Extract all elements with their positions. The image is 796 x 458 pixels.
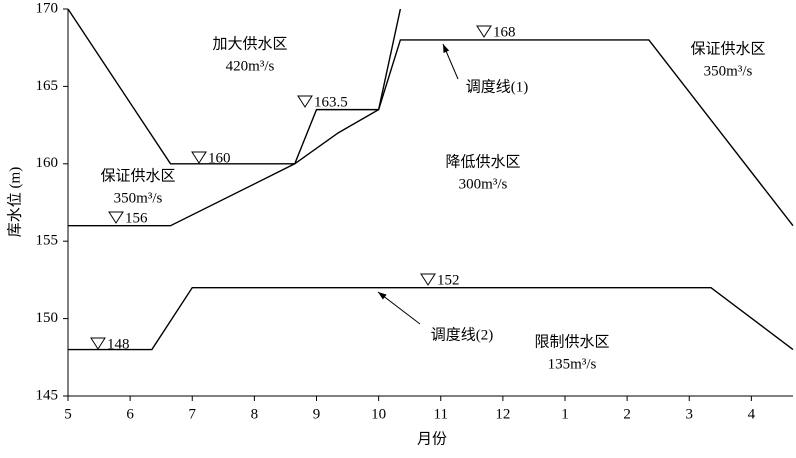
region-flow: 300m³/s xyxy=(459,176,508,192)
line xyxy=(68,286,794,351)
region-flow: 135m³/s xyxy=(548,356,597,372)
region-name: 保证供水区 xyxy=(100,167,175,184)
arrow-line xyxy=(377,291,421,325)
x-tick-label: 3 xyxy=(686,406,694,422)
arrow-head xyxy=(378,292,387,300)
region-flow: 350m³/s xyxy=(114,190,163,206)
level-label: 163.5 xyxy=(314,94,348,110)
x-tick-label: 1 xyxy=(561,406,569,422)
x-tick-label: 10 xyxy=(371,406,386,422)
level-triangle xyxy=(108,211,124,224)
y-tick-label: 145 xyxy=(36,387,59,403)
x-tick-label: 11 xyxy=(434,406,448,422)
region-name: 保证供水区 xyxy=(690,40,765,57)
x-tick-label: 12 xyxy=(495,406,510,422)
y-tick-label: 150 xyxy=(36,310,59,326)
y-tick-label: 155 xyxy=(36,233,59,249)
x-tick-label: 6 xyxy=(126,406,134,422)
x-tick-label: 8 xyxy=(251,406,259,422)
arrow-head xyxy=(443,44,450,53)
curve-label: 调度线(1) xyxy=(466,78,529,95)
x-tick-label: 9 xyxy=(313,406,321,422)
level-triangle xyxy=(420,273,436,286)
x-tick-label: 4 xyxy=(748,406,756,422)
level-triangle xyxy=(297,95,313,108)
y-tick-label: 160 xyxy=(36,155,59,171)
x-axis-label: 月份 xyxy=(417,430,447,447)
y-tick-label: 170 xyxy=(36,0,59,16)
curve-label: 调度线(2) xyxy=(431,326,494,343)
level-triangle xyxy=(476,25,492,38)
level-label: 148 xyxy=(107,336,130,352)
level-label: 152 xyxy=(437,272,460,288)
region-name: 限制供水区 xyxy=(534,333,609,350)
region-name: 降低供水区 xyxy=(445,153,520,170)
y-axis-label: 库水位 (m) xyxy=(6,167,23,237)
x-tick-label: 7 xyxy=(189,406,197,422)
level-label: 160 xyxy=(208,150,231,166)
region-flow: 350m³/s xyxy=(704,63,753,79)
x-tick-label: 2 xyxy=(623,406,631,422)
level-triangle xyxy=(90,337,106,350)
region-name: 加大供水区 xyxy=(212,35,287,52)
y-tick-label: 165 xyxy=(36,78,59,94)
level-label: 168 xyxy=(493,24,516,40)
level-label: 156 xyxy=(125,210,148,226)
x-tick-label: 5 xyxy=(64,406,72,422)
level-triangle xyxy=(191,151,207,164)
region-flow: 420m³/s xyxy=(226,58,275,74)
line xyxy=(67,8,402,165)
line xyxy=(68,39,794,227)
